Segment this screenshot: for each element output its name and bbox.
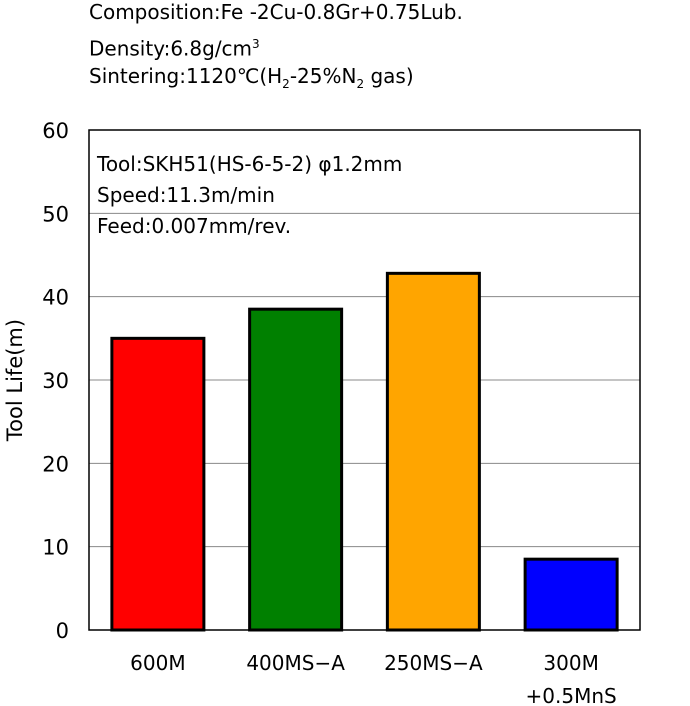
x-tick-label: 600M: [130, 651, 185, 675]
bars: [110, 271, 619, 632]
bar: [385, 271, 481, 632]
composition-text: Composition:Fe -2Cu-0.8Gr+0.75Lub.: [89, 0, 463, 32]
y-tick-label: 20: [42, 452, 69, 476]
sintering-suffix: gas): [364, 64, 414, 88]
annotation-line: Speed:11.3m/min: [97, 183, 275, 207]
annotation-box: Tool:SKH51(HS-6-5-2) φ1.2mm Speed:11.3m/m…: [96, 152, 402, 238]
y-tick-label: 50: [42, 202, 69, 226]
y-tick-label: 40: [42, 286, 69, 310]
bar: [248, 307, 344, 632]
y-axis-ticks: 0 10 20 30 40 50 60: [42, 119, 69, 643]
sintering-text: Sintering:1120℃(H2-25%N2 gas): [89, 64, 463, 96]
y-tick-label: 30: [42, 369, 69, 393]
density-superscript: 3: [252, 37, 260, 51]
x-tick-label: 250MS−A: [384, 651, 483, 675]
bar: [523, 557, 619, 632]
sintering-prefix: Sintering:1120℃(H: [89, 64, 283, 88]
sintering-subscript-n: 2: [356, 77, 365, 91]
chart-header: Composition:Fe -2Cu-0.8Gr+0.75Lub. Densi…: [89, 0, 463, 96]
y-axis-label: Tool Life(m): [3, 319, 27, 442]
annotation-line: Tool:SKH51(HS-6-5-2) φ1.2mm: [96, 152, 402, 176]
y-tick-label: 10: [42, 536, 69, 560]
sintering-subscript-h: 2: [282, 77, 290, 91]
x-tick-label: +0.5MnS: [526, 684, 617, 706]
annotation-line: Feed:0.007mm/rev.: [97, 214, 291, 238]
composition-value: Composition:Fe -2Cu-0.8Gr+0.75Lub.: [89, 0, 463, 24]
x-axis-ticks: 600M 400MS−A 250MS−A 300M +0.5MnS: [130, 651, 617, 706]
plot-frame: [88, 129, 641, 631]
bar: [110, 336, 206, 632]
density-value: Density:6.8g/cm: [89, 36, 253, 61]
x-tick-label: 300M: [543, 651, 598, 675]
y-tick-label: 60: [42, 119, 69, 143]
sintering-mid: -25%N: [289, 64, 357, 88]
x-tick-label: 400MS−A: [246, 651, 345, 675]
y-tick-label: 0: [56, 619, 69, 643]
density-text: Density:6.8g/cm3: [89, 32, 463, 64]
